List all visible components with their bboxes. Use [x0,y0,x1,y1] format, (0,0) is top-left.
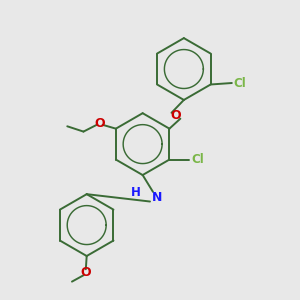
Text: H: H [131,186,141,199]
Text: Cl: Cl [191,153,204,166]
Text: O: O [94,117,105,130]
Text: O: O [80,266,91,279]
Text: N: N [152,190,162,204]
Text: O: O [171,109,181,122]
Text: Cl: Cl [233,76,246,89]
